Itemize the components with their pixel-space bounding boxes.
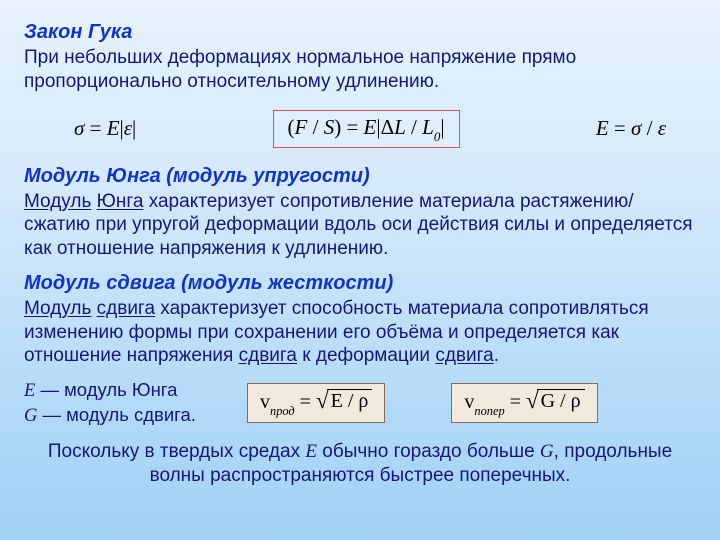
text-hooke: При небольших деформациях нормальное нап… [24, 46, 696, 94]
text-shear: Модуль сдвига характеризует способность … [24, 297, 696, 368]
formula-boxed: (F / S) = E|ΔL / L0| [273, 110, 460, 148]
legend-line-1: E — модуль Юнга [24, 378, 229, 403]
legend-row: E — модуль Юнга G — модуль сдвига. vпрод… [24, 378, 696, 428]
velocity-box-longitudinal: vпрод = √E / ρ [247, 383, 385, 423]
heading-hooke: Закон Гука [24, 20, 696, 44]
text-young: Модуль Юнга характеризует сопротивление … [24, 190, 696, 261]
legend-text: E — модуль Юнга G — модуль сдвига. [24, 378, 229, 428]
heading-young: Модуль Юнга (модуль упругости) [24, 164, 696, 188]
heading-shear: Модуль сдвига (модуль жесткости) [24, 271, 696, 295]
formula-sigma: σ = E|ε| [74, 116, 136, 141]
section-shear: Модуль сдвига (модуль жесткости) Модуль … [24, 271, 696, 368]
section-hooke: Закон Гука При небольших деформациях нор… [24, 20, 696, 94]
footer-note: Поскольку в твердых средах E обычно гора… [24, 440, 696, 488]
formula-row: σ = E|ε| (F / S) = E|ΔL / L0| E = σ / ε [24, 104, 696, 158]
legend-line-2: G — модуль сдвига. [24, 403, 229, 428]
section-young: Модуль Юнга (модуль упругости) Модуль Юн… [24, 164, 696, 261]
velocity-box-transverse: vпопер = √G / ρ [451, 383, 597, 423]
formula-e: E = σ / ε [596, 116, 666, 141]
